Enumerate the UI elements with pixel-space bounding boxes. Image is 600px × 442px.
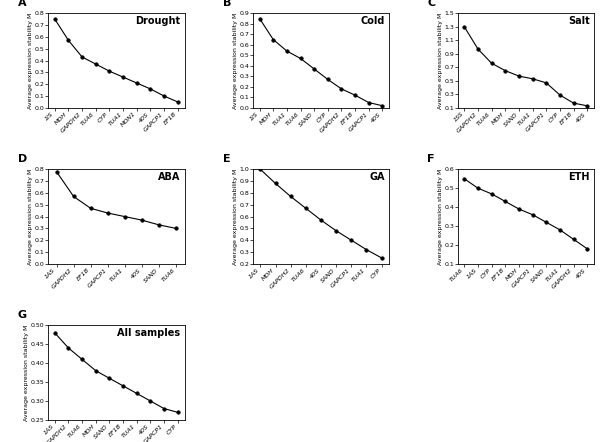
Text: ETH: ETH (568, 172, 590, 182)
Text: D: D (18, 154, 27, 164)
Text: GA: GA (370, 172, 385, 182)
Y-axis label: Average expression stability M: Average expression stability M (233, 168, 238, 265)
Text: ABA: ABA (158, 172, 181, 182)
Text: All samples: All samples (117, 328, 181, 338)
Text: Salt: Salt (568, 16, 590, 26)
Y-axis label: Average expression stability M: Average expression stability M (438, 12, 443, 109)
Text: G: G (18, 310, 27, 320)
Text: F: F (427, 154, 435, 164)
Text: C: C (427, 0, 436, 8)
Text: E: E (223, 154, 230, 164)
Y-axis label: Average expression stability M: Average expression stability M (438, 168, 443, 265)
Y-axis label: Average expression stability M: Average expression stability M (28, 12, 33, 109)
Y-axis label: Average expression stability M: Average expression stability M (25, 324, 29, 421)
Y-axis label: Average expression stability M: Average expression stability M (233, 12, 238, 109)
Text: A: A (18, 0, 26, 8)
Text: B: B (223, 0, 231, 8)
Y-axis label: Average expression stability M: Average expression stability M (28, 168, 33, 265)
Text: Drought: Drought (135, 16, 181, 26)
Text: Cold: Cold (361, 16, 385, 26)
